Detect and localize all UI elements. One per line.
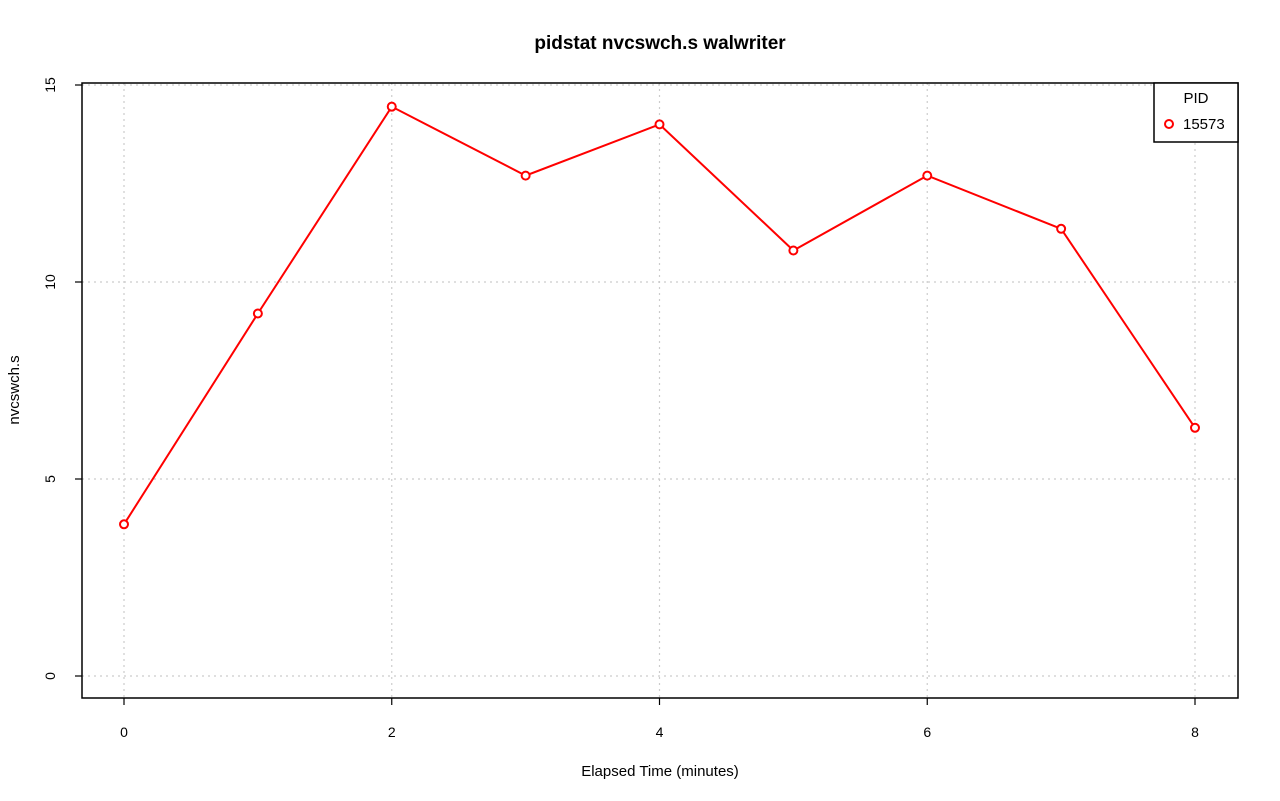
- x-tick-label: 6: [923, 724, 931, 740]
- legend: PID 15573: [1153, 82, 1239, 143]
- data-point: [788, 245, 799, 256]
- data-point: [1056, 223, 1067, 234]
- data-point: [1190, 422, 1200, 433]
- data-point: [520, 170, 531, 181]
- y-tick-label: 5: [42, 475, 58, 483]
- series-layer: [119, 101, 1200, 530]
- x-axis: 0 2 4 6 8: [120, 698, 1199, 740]
- x-tick-label: 0: [120, 724, 128, 740]
- x-tick-label: 2: [388, 724, 396, 740]
- grid-lines: [82, 83, 1238, 698]
- y-axis-label: nvcswch.s: [6, 355, 23, 424]
- x-tick-label: 8: [1191, 724, 1199, 740]
- data-point: [386, 101, 397, 112]
- legend-marker-icon: [1164, 119, 1174, 129]
- chart-title: pidstat nvcswch.s walwriter: [534, 33, 786, 54]
- legend-box: [1153, 82, 1239, 143]
- x-axis-label: Elapsed Time (minutes): [581, 763, 739, 780]
- data-point: [654, 119, 665, 130]
- legend-title: PID: [1183, 90, 1208, 107]
- data-point: [252, 308, 263, 319]
- data-point: [922, 170, 933, 181]
- y-tick-label: 0: [42, 672, 58, 680]
- legend-entry-label: 15573: [1183, 116, 1225, 133]
- data-point: [119, 519, 129, 530]
- x-tick-label: 4: [656, 724, 664, 740]
- y-tick-label: 15: [42, 77, 58, 93]
- y-tick-label: 10: [42, 274, 58, 290]
- y-axis: 0 5 10 15: [42, 77, 82, 680]
